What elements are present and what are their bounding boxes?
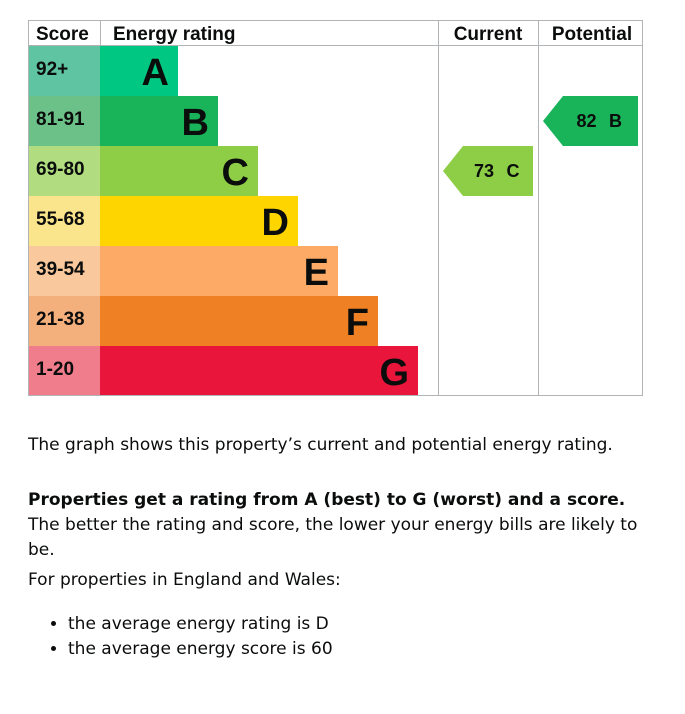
rating-letter-b: B xyxy=(182,102,209,144)
rating-bar-e xyxy=(100,246,338,296)
score-cell-f xyxy=(28,296,100,346)
score-range-g: 1-20 xyxy=(36,359,74,380)
rating-letter-f: F xyxy=(346,302,369,344)
score-range-a: 92+ xyxy=(36,59,68,80)
rating-explanation-rest: The better the rating and score, the low… xyxy=(28,515,638,560)
score-cell-a xyxy=(28,46,100,96)
rating-letter-g: G xyxy=(379,352,409,394)
score-cell-c xyxy=(28,146,100,196)
average-rating-item: the average energy rating is D xyxy=(68,612,333,637)
chart-frame xyxy=(28,20,643,396)
chart-description: The graph shows this property’s current … xyxy=(28,435,613,455)
score-cell-b xyxy=(28,96,100,146)
rating-bands: 92+ A 81-91 B 69-80 C 55-68 D 39-54 E 21-38 F 1-20 G xyxy=(28,46,418,396)
energy-rating-chart: 92+ A81-91 B69-80 C55-68 D39-54 E21-38 F1-20 G … xyxy=(28,20,643,396)
score-header: Score xyxy=(36,24,89,45)
rating-indicators: 73 C 82 B xyxy=(443,96,638,196)
current-header: Current xyxy=(454,24,523,45)
energy-rating-header: Energy rating xyxy=(113,24,235,45)
score-range-b: 81-91 xyxy=(36,109,85,130)
score-cell-e xyxy=(28,246,100,296)
averages-list: the average energy rating is D the avera… xyxy=(28,612,333,662)
rating-bar-b xyxy=(100,96,218,146)
potential-rating-score: 82 xyxy=(576,111,596,131)
current-rating-letter: C xyxy=(507,161,520,181)
rating-bar-g xyxy=(100,346,418,396)
score-range-c: 69-80 xyxy=(36,159,85,180)
rating-bar-d xyxy=(100,196,298,246)
rating-explanation-bold: Properties get a rating from A (best) to… xyxy=(28,490,626,510)
chart-grid xyxy=(28,20,643,396)
rating-bar-a xyxy=(100,46,178,96)
rating-letter-a: A xyxy=(142,52,169,94)
score-range-e: 39-54 xyxy=(36,259,85,280)
current-rating-arrow xyxy=(443,146,533,196)
current-rating-score: 73 xyxy=(474,161,494,181)
rating-letter-e: E xyxy=(304,252,329,294)
region-intro: For properties in England and Wales: xyxy=(28,570,341,590)
average-score-item: the average energy score is 60 xyxy=(68,637,333,662)
rating-letter-c: C xyxy=(222,152,249,194)
potential-rating-letter: B xyxy=(609,111,622,131)
score-cell-g xyxy=(28,346,100,396)
rating-bar-f xyxy=(100,296,378,346)
score-range-d: 55-68 xyxy=(36,209,85,230)
rating-explanation: Properties get a rating from A (best) to… xyxy=(28,488,658,563)
rating-bar-c xyxy=(100,146,258,196)
potential-header: Potential xyxy=(552,24,632,45)
score-range-f: 21-38 xyxy=(36,309,85,330)
rating-letter-d: D xyxy=(262,202,289,244)
potential-rating-arrow xyxy=(543,96,638,146)
score-cell-d xyxy=(28,196,100,246)
